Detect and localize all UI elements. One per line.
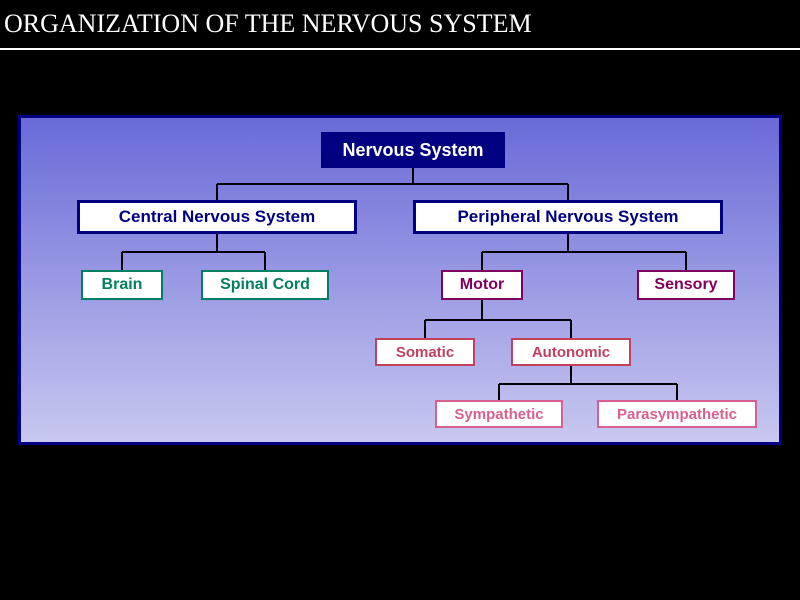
- node-brain: Brain: [81, 270, 163, 300]
- node-somatic: Somatic: [375, 338, 475, 366]
- node-sensory: Sensory: [637, 270, 735, 300]
- node-sympathetic: Sympathetic: [435, 400, 563, 428]
- node-autonomic: Autonomic: [511, 338, 631, 366]
- node-cns: Central Nervous System: [77, 200, 357, 234]
- node-motor: Motor: [441, 270, 523, 300]
- node-pns: Peripheral Nervous System: [413, 200, 723, 234]
- page-title: ORGANIZATION OF THE NERVOUS SYSTEM: [0, 0, 800, 50]
- node-root: Nervous System: [321, 132, 505, 168]
- node-spinal: Spinal Cord: [201, 270, 329, 300]
- page-title-text: ORGANIZATION OF THE NERVOUS SYSTEM: [4, 9, 532, 39]
- node-parasympathetic: Parasympathetic: [597, 400, 757, 428]
- nervous-system-diagram: Nervous System Central Nervous System Peri…: [18, 115, 782, 445]
- diagram-container: Nervous System Central Nervous System Peri…: [0, 50, 800, 445]
